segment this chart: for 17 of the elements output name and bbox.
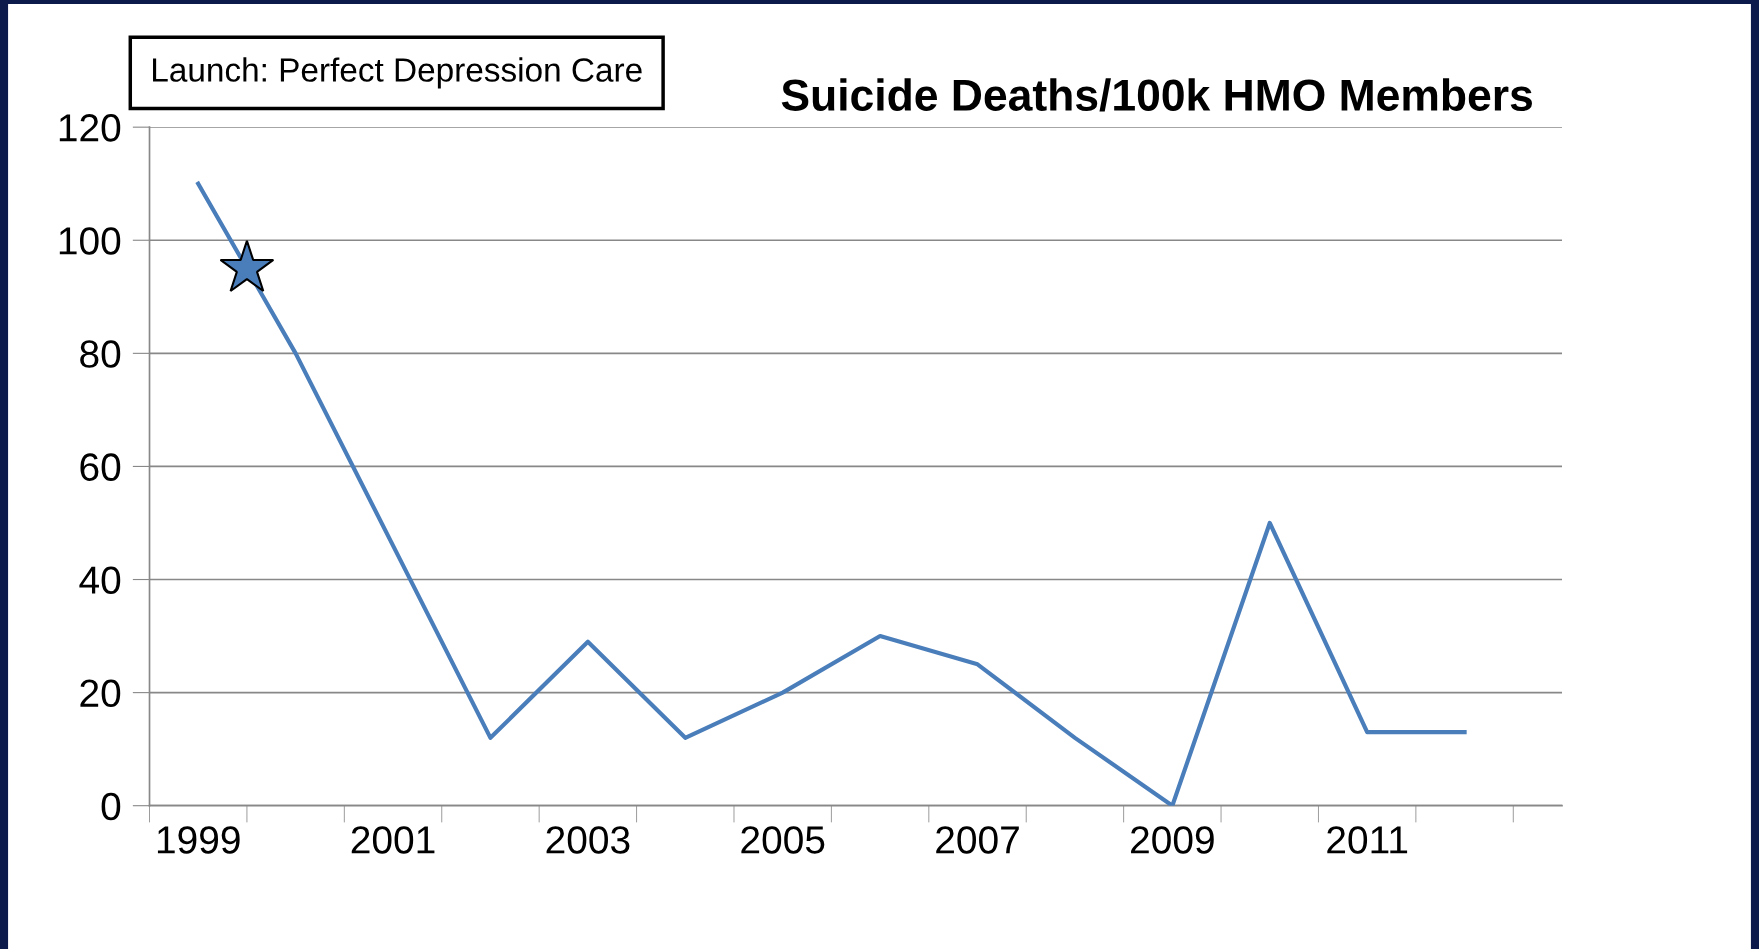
x-tick-label: 2001	[351, 826, 435, 854]
y-tick-label: 40	[79, 566, 121, 594]
x-tick-label: 2009	[1131, 826, 1214, 854]
y-tick-label: 120	[59, 114, 121, 142]
x-tick-label: 2007	[936, 826, 1019, 854]
line-series	[196, 181, 1467, 806]
x-tick-label: 2011	[1327, 826, 1408, 854]
chart-title: Suicide Deaths/100k HMO Members	[781, 78, 1532, 112]
x-tick-label: 1999	[157, 826, 240, 854]
x-tick-label: 2003	[546, 826, 630, 854]
text: Launch: Perfect Depression Care	[153, 57, 642, 89]
y-tick-label: 20	[80, 679, 121, 708]
y-tick-label: 0	[101, 792, 121, 821]
y-tick-label: 80	[80, 340, 121, 368]
y-tick-label: 60	[80, 453, 121, 481]
y-tick-label: 100	[59, 227, 121, 255]
x-tick-label: 2005	[741, 826, 825, 854]
